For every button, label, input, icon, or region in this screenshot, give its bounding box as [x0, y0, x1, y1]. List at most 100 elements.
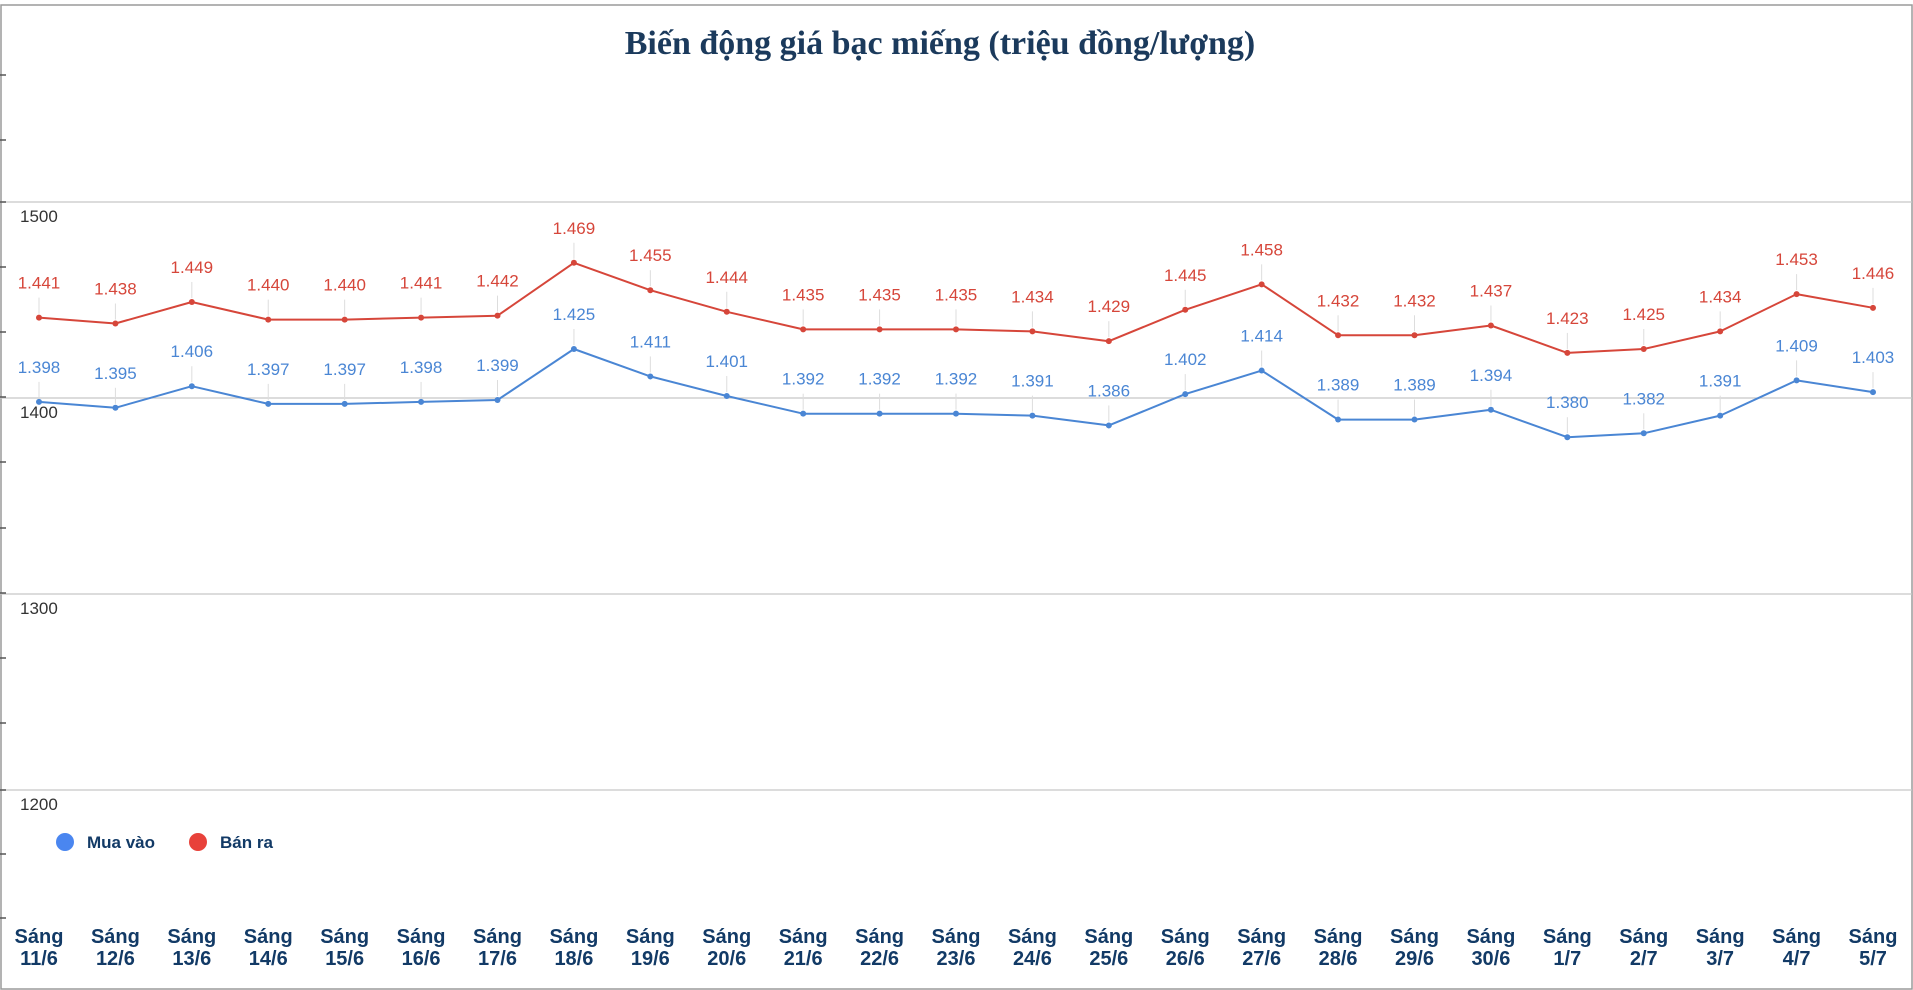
- data-point: [953, 326, 959, 333]
- data-label: 1.432: [1317, 291, 1360, 310]
- data-label: 1.441: [400, 274, 443, 293]
- data-label: 1.453: [1775, 250, 1818, 269]
- data-label: 1.449: [171, 258, 214, 277]
- x-tick-label: Sáng 15/6: [320, 926, 369, 970]
- data-point: [1258, 367, 1265, 374]
- data-label: 1.444: [705, 268, 748, 287]
- data-label: 1.414: [1240, 327, 1283, 346]
- x-tick-label: Sáng 13/6: [167, 926, 216, 970]
- data-label: 1.395: [94, 364, 137, 383]
- x-tick-label: Sáng 14/6: [244, 926, 293, 970]
- y-tick-label: 1500: [20, 207, 58, 226]
- data-label: 1.409: [1775, 336, 1818, 355]
- legend-marker-ban-ra: [189, 833, 207, 851]
- x-tick-label: Sáng 3/7: [1696, 926, 1745, 970]
- y-tick-labels: 1200 1300 1400 1500: [20, 207, 58, 814]
- data-label: 1.469: [553, 219, 596, 238]
- data-label: 1.406: [171, 342, 214, 361]
- data-point: [1182, 306, 1189, 313]
- data-point: [723, 308, 730, 315]
- x-tick-label: Sáng 1/7: [1543, 926, 1592, 970]
- data-label: 1.440: [247, 276, 290, 295]
- data-label: 1.391: [1699, 372, 1742, 391]
- data-point: [265, 400, 272, 407]
- data-label: 1.398: [18, 358, 61, 377]
- data-label: 1.423: [1546, 309, 1589, 328]
- data-point: [1564, 349, 1571, 356]
- data-point: [1411, 332, 1418, 339]
- data-label: 1.429: [1088, 297, 1131, 316]
- legend: Mua vào Bán ra: [56, 833, 273, 852]
- data-label: 1.458: [1240, 240, 1283, 259]
- x-tick-label: Sáng 30/6: [1466, 926, 1515, 970]
- data-point: [1182, 391, 1189, 398]
- data-point: [494, 312, 501, 319]
- data-label: 1.403: [1852, 348, 1895, 367]
- data-label: 1.380: [1546, 393, 1589, 412]
- data-point: [876, 410, 883, 417]
- data-label: 1.386: [1088, 381, 1131, 400]
- data-point: [494, 396, 501, 403]
- chart-title: Biến động giá bạc miếng (triệu đồng/lượn…: [625, 25, 1256, 62]
- chart-frame: [0, 4, 1913, 990]
- data-point: [876, 326, 883, 333]
- data-label: 1.389: [1317, 376, 1360, 395]
- data-point: [1487, 322, 1494, 329]
- data-point: [36, 314, 42, 321]
- x-tick-label: Sáng 27/6: [1237, 926, 1286, 970]
- y-tick-label: 1400: [20, 403, 58, 422]
- data-label: 1.437: [1470, 281, 1513, 300]
- data-point: [1487, 406, 1494, 413]
- data-label: 1.442: [476, 272, 519, 291]
- data-point: [570, 259, 577, 266]
- data-point: [1717, 412, 1724, 419]
- data-label: 1.401: [705, 352, 748, 371]
- data-point: [418, 314, 425, 321]
- data-point: [1105, 422, 1112, 429]
- x-tick-label: Sáng 22/6: [855, 926, 904, 970]
- y-tick-label: 1200: [20, 795, 58, 814]
- data-point: [1793, 377, 1800, 384]
- data-label: 1.441: [18, 274, 61, 293]
- data-label: 1.392: [858, 370, 901, 389]
- data-point: [570, 346, 577, 352]
- data-label: 1.402: [1164, 350, 1207, 369]
- data-point: [1335, 416, 1342, 423]
- x-tick-label: Sáng 28/6: [1314, 926, 1363, 970]
- data-point: [112, 404, 119, 411]
- data-label: 1.435: [782, 285, 825, 304]
- data-point: [953, 410, 959, 417]
- legend-label-ban-ra: Bán ra: [220, 833, 273, 852]
- data-label: 1.455: [629, 246, 672, 265]
- data-point: [188, 298, 195, 305]
- data-label: 1.389: [1393, 376, 1436, 395]
- data-point: [723, 393, 730, 400]
- data-label: 1.411: [630, 332, 671, 351]
- data-point: [265, 316, 272, 323]
- data-point: [1640, 346, 1647, 352]
- data-point: [1411, 416, 1418, 423]
- data-point: [1029, 328, 1036, 335]
- data-point: [36, 398, 42, 405]
- data-labels: 1.398 1.395 1.406 1.397 1.397 1.398 1.399 1.425…: [18, 219, 1895, 434]
- data-point: [647, 373, 654, 380]
- x-tick-labels: Sáng 11/6 Sáng 12/6 Sáng 13/6 Sáng 14/6 Sáng 15/6…: [15, 926, 1898, 970]
- data-point: [1564, 434, 1571, 441]
- data-label: 1.397: [323, 360, 366, 379]
- data-point: [1640, 430, 1647, 437]
- data-label: 1.397: [247, 360, 290, 379]
- data-label: 1.382: [1622, 389, 1665, 408]
- x-tick-label: Sáng 17/6: [473, 926, 522, 970]
- y-tick-label: 1300: [20, 599, 58, 618]
- x-tick-label: Sáng 20/6: [702, 926, 751, 970]
- data-point: [647, 287, 654, 294]
- x-tick-label: Sáng 2/7: [1619, 926, 1668, 970]
- data-point: [341, 316, 348, 323]
- data-label: 1.399: [476, 356, 519, 375]
- data-point: [1717, 328, 1724, 335]
- data-point: [800, 410, 807, 417]
- data-label: 1.394: [1470, 366, 1513, 385]
- data-point: [1335, 332, 1342, 339]
